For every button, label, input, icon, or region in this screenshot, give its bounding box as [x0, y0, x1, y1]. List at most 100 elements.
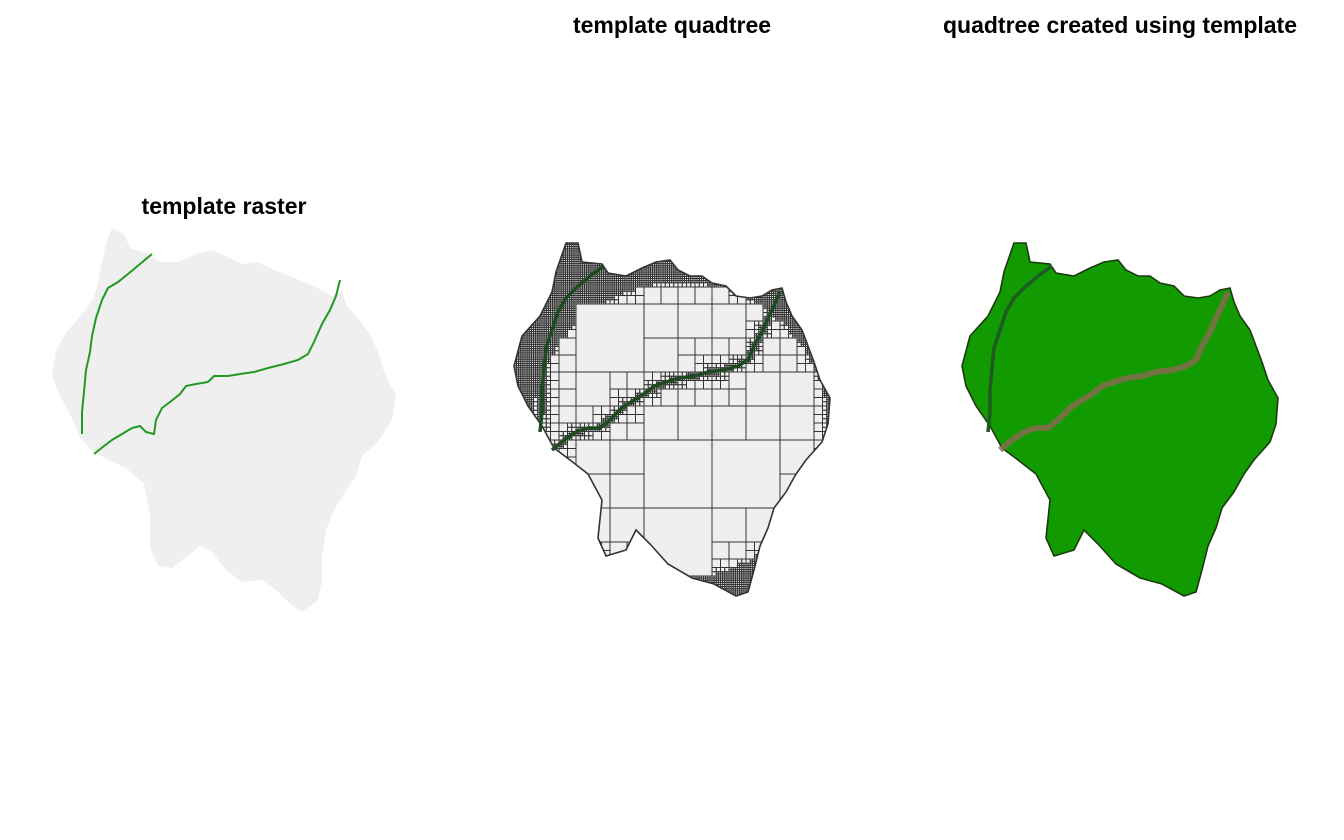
- quadtree-cell: [550, 537, 554, 541]
- quadtree-cell: [624, 252, 628, 256]
- quadtree-cell: [514, 297, 515, 301]
- quadtree-cell: [528, 433, 532, 437]
- quadtree-cell: [510, 489, 512, 491]
- quadtree-cell: [520, 556, 524, 560]
- quadtree-cell: [533, 473, 537, 477]
- quadtree-cell: [516, 316, 520, 320]
- quadtree-cell: [556, 567, 560, 571]
- quadtree-cell: [537, 305, 541, 309]
- quadtree-cell: [564, 528, 568, 532]
- quadtree-cell: [518, 295, 522, 299]
- quadtree-cell: [518, 554, 522, 558]
- quadtree-cell: [628, 256, 632, 260]
- quadtree-cell: [514, 243, 515, 245]
- quadtree-cell: [522, 554, 526, 558]
- quadtree-cell: [510, 527, 512, 529]
- quadtree-cell: [510, 253, 512, 255]
- quadtree-cell: [522, 524, 526, 528]
- quadtree-cell: [514, 271, 515, 275]
- quadtree-cell: [508, 251, 510, 253]
- quadtree-cell: [621, 240, 623, 242]
- quadtree-cell: [514, 524, 517, 528]
- quadtree-cell: [526, 316, 530, 320]
- quadtree-cell: [520, 411, 524, 415]
- quadtree-cell: [508, 283, 510, 285]
- quadtree-cell: [545, 494, 551, 500]
- quadtree-cell: [558, 543, 562, 547]
- quadtree-cell: [516, 295, 520, 299]
- quadtree-cell: [611, 261, 615, 265]
- quadtree-cell: [520, 477, 524, 481]
- quadtree-cell: [510, 534, 512, 536]
- quadtree-cell: [524, 556, 528, 560]
- quadtree-cell: [534, 240, 536, 242]
- river-line-2: [93, 279, 341, 455]
- quadtree-cell: [526, 467, 530, 471]
- quadtree-cell: [607, 254, 611, 258]
- quadtree-cell: [514, 467, 515, 471]
- quadtree-cell: [508, 449, 510, 451]
- quadtree-cell: [604, 236, 606, 238]
- quadtree-cell: [564, 533, 568, 537]
- quadtree-cell: [558, 520, 562, 524]
- quadtree-cell: [522, 324, 526, 328]
- quadtree-cell: [618, 271, 622, 275]
- quadtree-cell: [533, 467, 537, 471]
- quadtree-cell: [562, 552, 566, 556]
- quadtree-cell: [522, 496, 526, 500]
- quadtree-cell: [613, 248, 617, 252]
- quadtree-cell: [528, 516, 532, 520]
- quadtree-cell: [522, 318, 526, 322]
- quadtree-cell: [526, 554, 530, 558]
- quadtree-cell: [535, 292, 539, 296]
- quadtree-cell: [554, 530, 558, 534]
- quadtree-cell: [526, 460, 530, 464]
- quadtree-cell: [528, 496, 532, 500]
- quadtree-cell: [522, 246, 526, 250]
- quadtree-cell: [520, 420, 524, 424]
- quadtree-cell: [531, 240, 533, 242]
- quadtree-cell: [571, 535, 575, 539]
- quadtree-cell: [528, 533, 532, 537]
- quadtree-cell: [524, 569, 528, 573]
- quadtree-cell: [508, 300, 510, 302]
- quadtree-cell: [520, 244, 524, 248]
- quadtree-cell: [537, 535, 541, 539]
- quadtree-cell: [533, 301, 537, 305]
- quadtree-cell: [537, 516, 541, 520]
- quadtree-cell: [562, 562, 566, 566]
- quadtree-cell: [524, 522, 528, 526]
- quadtree-cell: [528, 428, 532, 432]
- quadtree-cell: [539, 539, 543, 543]
- quadtree-cell: [537, 499, 541, 503]
- quadtree-cell: [535, 275, 539, 279]
- quadtree-cell: [514, 318, 517, 322]
- quadtree-cell: [539, 271, 543, 275]
- quadtree-cell: [522, 482, 526, 486]
- quadtree-cell: [574, 238, 576, 240]
- quadtree-cell: [615, 258, 619, 262]
- quadtree-cell: [547, 509, 551, 513]
- quadtree-cell: [514, 479, 517, 483]
- quadtree-cell: [543, 492, 547, 496]
- quadtree-cell: [510, 291, 512, 293]
- quadtree-cell: [533, 243, 537, 245]
- quadtree-cell: [530, 499, 534, 503]
- quadtree-cell: [518, 399, 522, 403]
- quadtree-cell: [514, 541, 515, 545]
- quadtree-cell: [518, 518, 522, 522]
- quadtree-cell: [608, 240, 610, 242]
- quadtree-cell: [609, 254, 613, 258]
- quadtree-cell: [516, 482, 520, 486]
- quadtree-cell: [508, 402, 510, 404]
- quadtree-cell: [530, 428, 534, 432]
- quadtree-cell: [526, 558, 530, 562]
- quadtree-cell: [514, 526, 515, 530]
- quadtree-cell: [530, 435, 534, 439]
- quadtree-cell: [637, 263, 641, 267]
- quadtree-cell: [611, 254, 615, 258]
- quadtree-cell: [545, 252, 549, 256]
- quadtree-cell: [528, 518, 532, 522]
- quadtree-cell: [547, 554, 551, 558]
- quadtree-cell: [518, 488, 522, 492]
